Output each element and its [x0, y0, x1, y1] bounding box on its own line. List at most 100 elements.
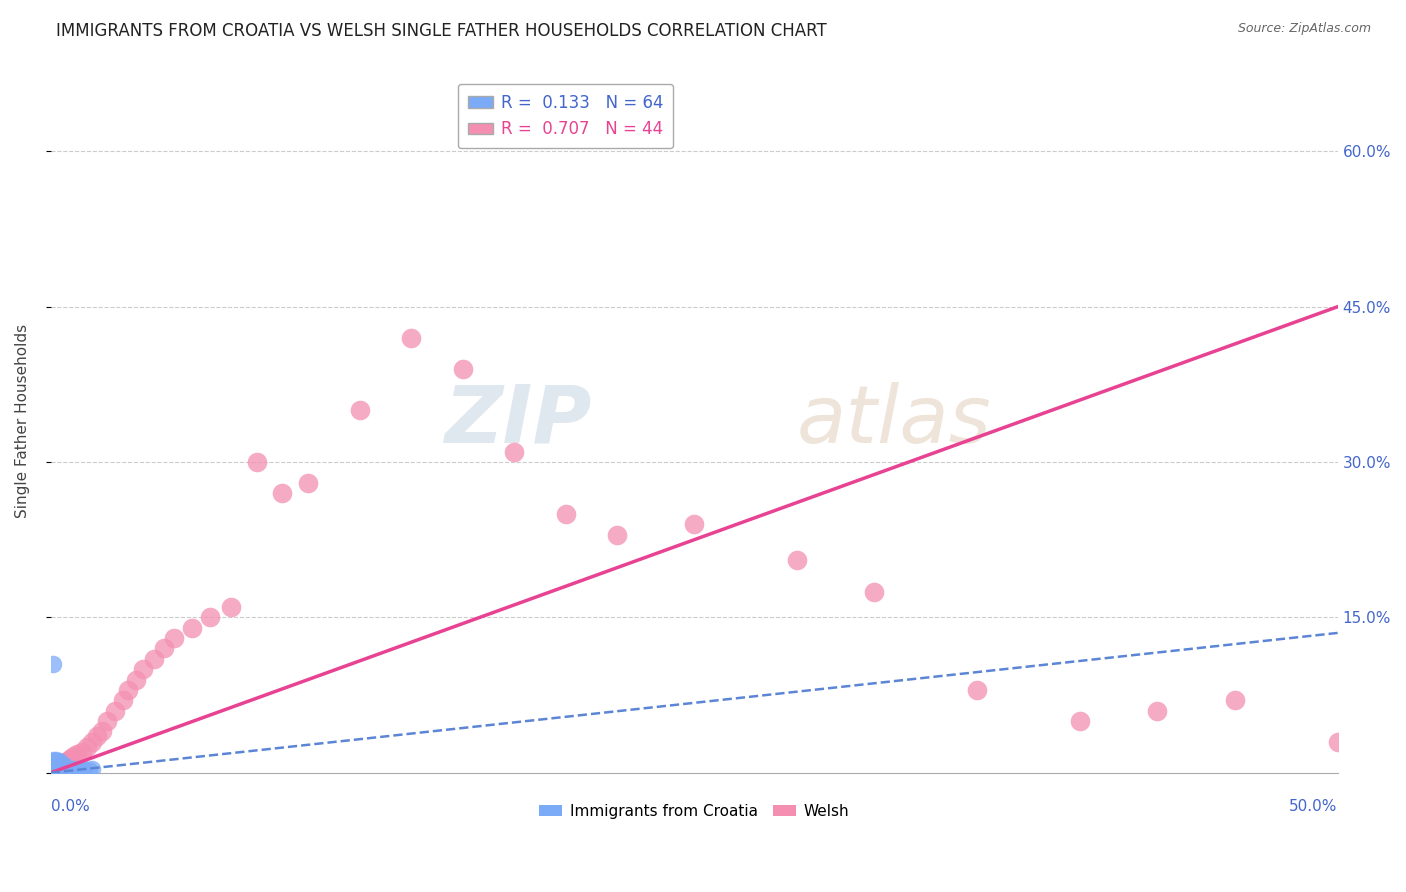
Point [80, 734, 103, 748]
Point [63, 749, 86, 764]
Point [45, 758, 67, 772]
Point [65, 763, 87, 777]
Point [55, 763, 77, 777]
Point [863, 584, 886, 599]
Point [42, 657, 65, 671]
Point [60, 763, 83, 777]
Point [70, 763, 93, 777]
Point [1069, 714, 1091, 728]
Point [42, 760, 65, 774]
Point [52, 763, 75, 777]
Point [246, 455, 269, 469]
Point [45, 762, 67, 776]
Point [48, 762, 70, 776]
Point [125, 673, 148, 687]
Point [503, 444, 526, 458]
Point [52, 759, 75, 773]
Point [606, 527, 628, 541]
Point [786, 553, 808, 567]
Point [683, 517, 706, 532]
Point [45, 755, 67, 769]
Point [60, 762, 83, 776]
Point [52, 762, 75, 776]
Point [55, 756, 77, 770]
Point [153, 641, 176, 656]
Point [1223, 693, 1246, 707]
Point [48, 755, 70, 769]
Point [399, 331, 422, 345]
Point [45, 760, 67, 774]
Point [52, 758, 75, 772]
Point [42, 755, 65, 769]
Point [45, 756, 67, 771]
Point [49, 757, 72, 772]
Point [48, 756, 70, 770]
Point [42, 760, 65, 774]
Point [42, 756, 65, 771]
Text: 0.0%: 0.0% [51, 799, 90, 814]
Point [42, 759, 65, 773]
Point [48, 760, 70, 774]
Point [49, 758, 72, 772]
Point [45, 759, 67, 773]
Point [65, 747, 87, 761]
Point [70, 745, 93, 759]
Point [48, 760, 70, 774]
Point [45, 756, 67, 770]
Point [142, 652, 165, 666]
Text: Source: ZipAtlas.com: Source: ZipAtlas.com [1237, 22, 1371, 36]
Point [49, 759, 72, 773]
Point [73, 762, 96, 776]
Point [163, 631, 186, 645]
Point [117, 682, 139, 697]
Point [111, 693, 134, 707]
Point [42, 760, 65, 774]
Point [76, 739, 98, 754]
Point [49, 762, 72, 776]
Point [48, 757, 70, 772]
Point [42, 762, 65, 776]
Point [49, 760, 72, 774]
Point [48, 759, 70, 773]
Point [45, 763, 67, 777]
Point [49, 757, 72, 772]
Point [42, 763, 65, 777]
Point [181, 621, 204, 635]
Point [79, 763, 101, 777]
Point [200, 610, 222, 624]
Point [60, 751, 83, 765]
Point [45, 762, 67, 776]
Point [48, 756, 70, 771]
Point [58, 753, 80, 767]
Point [86, 730, 108, 744]
Text: atlas: atlas [797, 382, 991, 459]
Text: ZIP: ZIP [444, 382, 592, 459]
Point [52, 760, 75, 774]
Point [58, 762, 80, 776]
Point [52, 756, 75, 771]
Point [42, 756, 65, 770]
Point [271, 486, 294, 500]
Point [48, 758, 70, 772]
Point [297, 475, 319, 490]
Point [42, 757, 65, 772]
Point [80, 762, 103, 776]
Point [42, 759, 65, 773]
Point [219, 600, 242, 615]
Point [132, 662, 155, 676]
Point [554, 507, 576, 521]
Point [42, 763, 65, 777]
Point [55, 762, 77, 776]
Point [45, 757, 67, 772]
Point [91, 724, 114, 739]
Point [55, 760, 77, 774]
Point [45, 760, 67, 774]
Point [49, 759, 72, 773]
Legend: Immigrants from Croatia, Welsh: Immigrants from Croatia, Welsh [533, 797, 855, 825]
Point [42, 762, 65, 776]
Point [58, 763, 80, 777]
Point [96, 714, 118, 728]
Point [48, 758, 70, 772]
Text: 50.0%: 50.0% [1289, 799, 1337, 814]
Point [1326, 734, 1348, 748]
